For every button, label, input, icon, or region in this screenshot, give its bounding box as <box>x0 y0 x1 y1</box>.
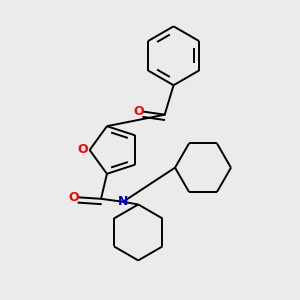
Text: O: O <box>78 143 88 157</box>
Text: N: N <box>118 195 128 208</box>
Text: O: O <box>68 191 79 204</box>
Text: O: O <box>134 105 144 118</box>
